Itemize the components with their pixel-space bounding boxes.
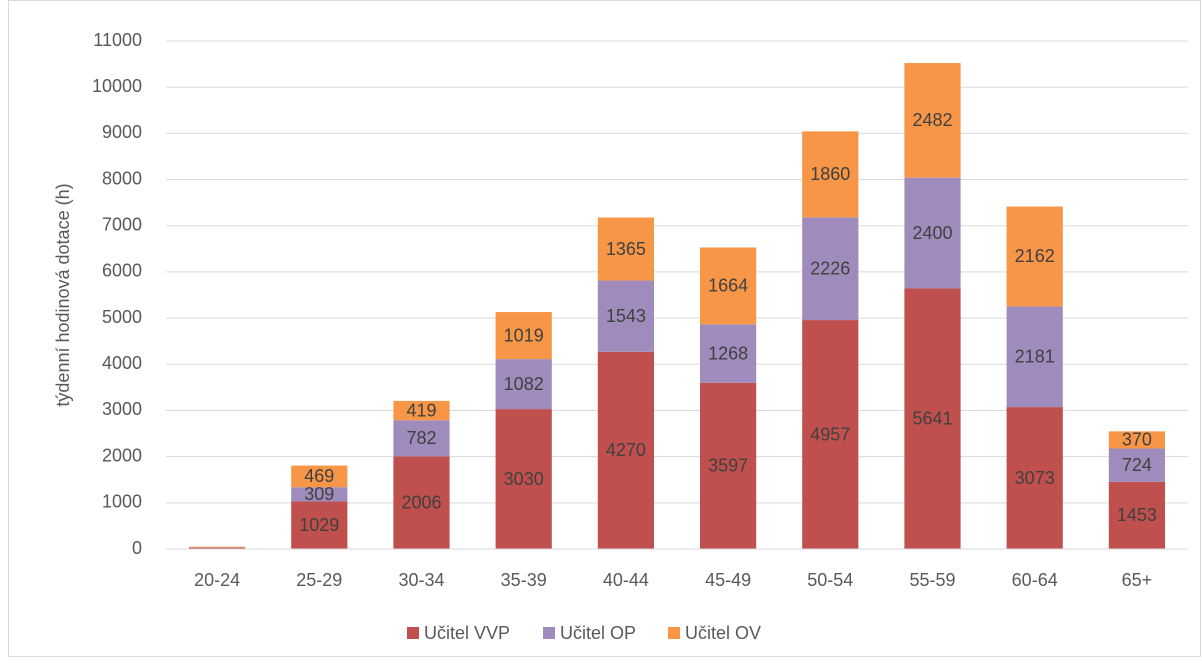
bar-segment (188, 547, 246, 549)
x-tick-label: 45-49 (705, 570, 751, 590)
data-label: 1860 (810, 164, 850, 184)
x-tick-label: 25-29 (296, 570, 342, 590)
data-label: 724 (1122, 455, 1152, 475)
y-tick-label: 0 (132, 538, 142, 558)
bar-segment (495, 409, 552, 549)
bar-segment (699, 247, 757, 325)
bar-segment (1108, 481, 1166, 549)
data-label: 5641 (912, 408, 952, 428)
data-label: 1664 (708, 276, 748, 296)
data-label: 2400 (912, 223, 952, 243)
data-label: 2006 (401, 492, 441, 512)
x-tick-label: 65+ (1122, 570, 1153, 590)
bar-segment (393, 420, 450, 457)
bar-segment (802, 131, 859, 218)
y-tick-label: 4000 (102, 353, 142, 373)
bar-segment (904, 288, 961, 549)
y-axis-label: týdenní hodinová dotace (h) (53, 183, 73, 406)
data-label: 419 (406, 400, 436, 420)
y-tick-label: 1000 (102, 492, 142, 512)
bar-segment (495, 359, 552, 410)
y-tick-label: 5000 (102, 307, 142, 327)
y-tick-label: 3000 (102, 399, 142, 419)
y-tick-label: 11000 (93, 30, 142, 50)
data-label: 1365 (606, 239, 646, 259)
bar-segment (291, 501, 348, 549)
data-label: 2162 (1015, 246, 1055, 266)
x-tick-label: 55-59 (909, 570, 955, 590)
data-label: 1082 (504, 374, 544, 394)
y-tick-label: 9000 (102, 122, 142, 142)
data-label: 3597 (708, 456, 748, 476)
bar-segment (1006, 306, 1063, 408)
data-label: 3030 (504, 469, 544, 489)
data-label: 1268 (708, 343, 748, 363)
legend-swatch (668, 627, 680, 639)
data-label: 3073 (1015, 468, 1055, 488)
bar-segment (597, 280, 655, 352)
legend-swatch (407, 627, 419, 639)
bar-segment (904, 177, 961, 289)
x-tick-label: 30-34 (398, 570, 444, 590)
bar-segment (699, 324, 757, 383)
x-tick-label: 60-64 (1012, 570, 1058, 590)
bar-segment (597, 351, 655, 549)
bar-segment (1006, 206, 1063, 307)
bar-segment (904, 63, 961, 178)
bar-segment (802, 217, 859, 321)
data-label: 4270 (606, 440, 646, 460)
data-label: 782 (406, 428, 436, 448)
y-tick-label: 10000 (92, 76, 142, 96)
data-label: 469 (304, 466, 334, 486)
bar-segment (597, 217, 655, 281)
bar-segment (699, 382, 757, 549)
data-label: 2226 (810, 258, 850, 278)
y-tick-label: 8000 (102, 168, 142, 188)
data-label: 2181 (1015, 346, 1055, 366)
data-label: 370 (1122, 430, 1152, 450)
data-label: 1453 (1117, 505, 1157, 525)
x-tick-label: 40-44 (603, 570, 649, 590)
legend-label: Učitel OP (560, 623, 636, 643)
x-tick-label: 35-39 (501, 570, 547, 590)
data-label: 1543 (606, 306, 646, 326)
bar-segment (1108, 431, 1166, 449)
bar-segment (188, 546, 246, 548)
bar-segment (802, 320, 859, 549)
legend-swatch (543, 627, 555, 639)
bar-segment (393, 400, 450, 421)
data-label: 1029 (299, 515, 339, 535)
y-tick-label: 6000 (102, 261, 142, 281)
bar-segment (495, 312, 552, 360)
y-tick-label: 7000 (102, 214, 142, 234)
data-label: 1019 (504, 325, 544, 345)
x-tick-label: 20-24 (194, 570, 240, 590)
x-tick-label: 50-54 (807, 570, 853, 590)
bar-segment (1006, 407, 1063, 549)
data-label: 4957 (810, 424, 850, 444)
bar-segment (291, 487, 348, 502)
bar-segment (393, 456, 450, 549)
bar-segment (291, 465, 348, 488)
data-label: 2482 (912, 110, 952, 130)
legend-label: Učitel OV (685, 623, 761, 643)
data-label: 309 (304, 484, 334, 504)
bar-segment (1108, 448, 1166, 482)
y-tick-label: 2000 (102, 445, 142, 465)
legend-label: Učitel VVP (424, 623, 510, 643)
